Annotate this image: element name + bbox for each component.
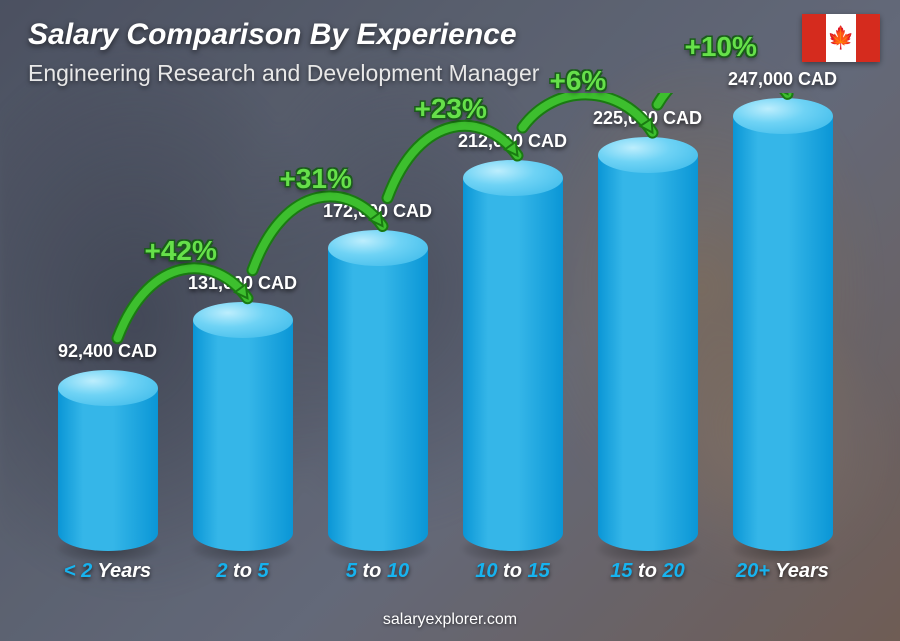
x-label-3: 10 to 15 <box>453 560 573 583</box>
x-label-4: 15 to 20 <box>588 560 708 583</box>
bar-body <box>58 388 158 551</box>
x-label-5: 20+ Years <box>723 560 843 583</box>
x-label-1: 2 to 5 <box>183 560 303 583</box>
maple-leaf-icon: 🍁 <box>827 25 854 51</box>
bar-0: 92,400 CAD <box>48 388 168 551</box>
bar-body <box>598 155 698 551</box>
bar-value-label: 172,000 CAD <box>323 201 432 222</box>
bar-value-label: 247,000 CAD <box>728 69 837 90</box>
bars-container: 92,400 CAD131,000 CAD172,000 CAD212,000 … <box>40 93 850 551</box>
bar-cylinder <box>463 178 563 551</box>
bar-top-ellipse <box>58 370 158 406</box>
country-flag: 🍁 <box>802 14 880 62</box>
bar-top-ellipse <box>733 98 833 134</box>
bar-1: 131,000 CAD <box>183 320 303 551</box>
bar-top-ellipse <box>463 160 563 196</box>
bar-cylinder <box>598 155 698 551</box>
bar-value-label: 92,400 CAD <box>58 341 157 362</box>
bar-value-label: 212,000 CAD <box>458 131 567 152</box>
bar-top-ellipse <box>328 230 428 266</box>
bar-cylinder <box>328 248 428 551</box>
bar-2: 172,000 CAD <box>318 248 438 551</box>
bar-cylinder <box>58 388 158 551</box>
bar-value-label: 131,000 CAD <box>188 273 297 294</box>
bar-cylinder <box>193 320 293 551</box>
bar-4: 225,000 CAD <box>588 155 708 551</box>
chart-title: Salary Comparison By Experience <box>28 18 517 52</box>
chart-area: 92,400 CAD131,000 CAD172,000 CAD212,000 … <box>40 93 850 583</box>
x-axis-labels: < 2 Years 2 to 5 5 to 10 10 to 15 15 to 20 20… <box>40 560 850 583</box>
bar-top-ellipse <box>193 302 293 338</box>
bar-body <box>193 320 293 551</box>
bar-top-ellipse <box>598 137 698 173</box>
x-label-2: 5 to 10 <box>318 560 438 583</box>
flag-band-center: 🍁 <box>826 14 855 62</box>
bar-value-label: 225,000 CAD <box>593 108 702 129</box>
flag-band-right <box>856 14 880 62</box>
bar-body <box>328 248 428 551</box>
bar-5: 247,000 CAD <box>723 116 843 551</box>
flag-band-left <box>802 14 826 62</box>
bar-body <box>733 116 833 551</box>
chart-canvas: Salary Comparison By Experience Engineer… <box>0 0 900 641</box>
x-label-0: < 2 Years <box>48 560 168 583</box>
bar-3: 212,000 CAD <box>453 178 573 551</box>
bar-cylinder <box>733 116 833 551</box>
footer-attribution: salaryexplorer.com <box>0 611 900 629</box>
chart-subtitle: Engineering Research and Development Man… <box>28 60 539 87</box>
bar-body <box>463 178 563 551</box>
